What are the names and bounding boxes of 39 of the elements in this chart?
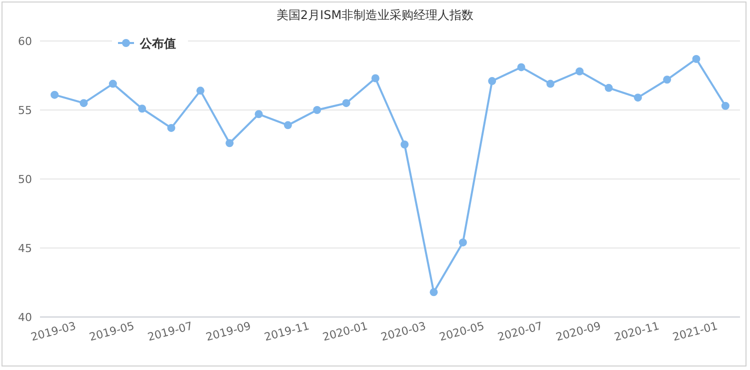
x-tick-label: 2020-03 [380, 319, 428, 344]
x-tick-label: 2020-11 [612, 319, 661, 344]
point [517, 63, 526, 72]
point [284, 121, 292, 130]
point [400, 140, 409, 148]
point [634, 94, 642, 102]
point [254, 110, 263, 118]
point [196, 86, 204, 95]
point [371, 74, 380, 82]
point [663, 76, 672, 84]
point [167, 124, 176, 132]
x-tick-label: 2019-11 [262, 319, 311, 344]
point [488, 77, 496, 86]
y-tick-label: 45 [18, 242, 32, 255]
x-tick-label: 2019-03 [30, 319, 78, 344]
point [313, 106, 322, 114]
point [80, 99, 88, 108]
y-tick-label: 55 [18, 104, 32, 117]
x-tick-label: 2020-01 [321, 319, 370, 344]
point [342, 99, 350, 108]
point [576, 67, 584, 76]
x-tick-label: 2021-01 [671, 319, 720, 344]
chart-title: 美国2月ISM非制造业采购经理人指数 [276, 8, 474, 22]
x-tick-label: 2020-09 [554, 319, 602, 344]
point [430, 288, 438, 296]
point [50, 90, 59, 99]
point [721, 102, 730, 110]
point [458, 238, 467, 246]
y-tick-label: 50 [18, 173, 32, 186]
y-tick-label: 60 [18, 35, 32, 48]
point [692, 54, 700, 63]
point [546, 80, 554, 88]
point [604, 84, 613, 92]
legend-label: 公布值 [139, 36, 176, 50]
x-tick-label: 2019-09 [204, 319, 252, 344]
y-tick-label: 40 [18, 311, 32, 324]
point [138, 104, 146, 113]
point [226, 139, 234, 148]
point [108, 80, 117, 88]
